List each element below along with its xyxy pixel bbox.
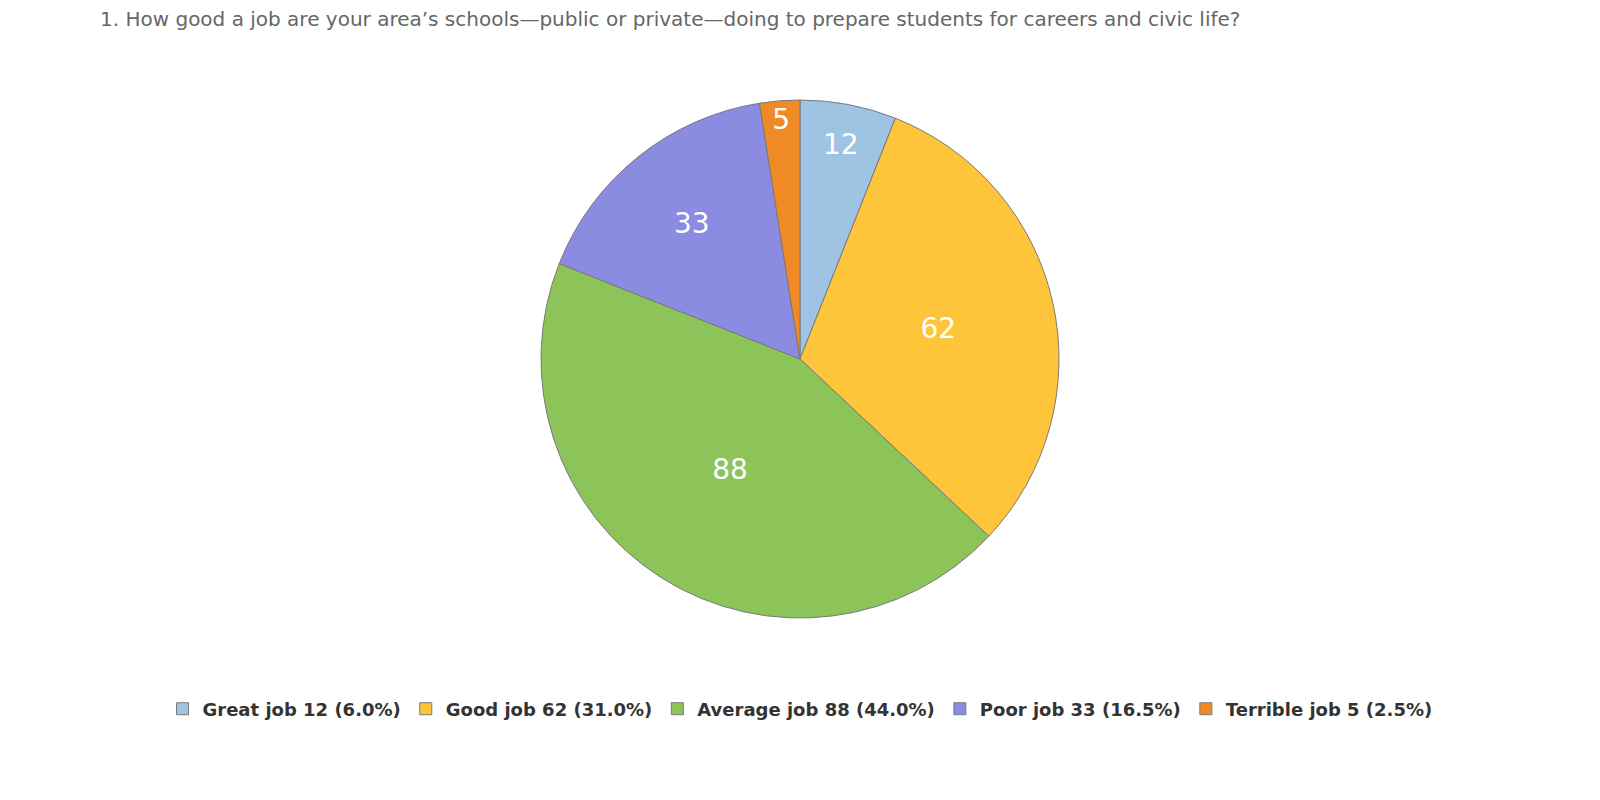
- svg-text:88: 88: [712, 453, 748, 486]
- svg-text:62: 62: [921, 312, 957, 345]
- svg-text:1. How good a job are your are: 1. How good a job are your area’s school…: [100, 7, 1240, 31]
- svg-text:5: 5: [772, 103, 790, 136]
- svg-text:Good job 62 (31.0%): Good job 62 (31.0%): [446, 699, 653, 720]
- svg-text:Poor job 33 (16.5%): Poor job 33 (16.5%): [980, 699, 1181, 720]
- svg-text:Great job 12 (6.0%): Great job 12 (6.0%): [203, 699, 401, 720]
- svg-text:33: 33: [674, 207, 710, 240]
- svg-text:Average job 88 (44.0%): Average job 88 (44.0%): [697, 699, 935, 720]
- svg-text:Terrible job 5 (2.5%): Terrible job 5 (2.5%): [1226, 699, 1432, 720]
- svg-text:12: 12: [823, 128, 859, 161]
